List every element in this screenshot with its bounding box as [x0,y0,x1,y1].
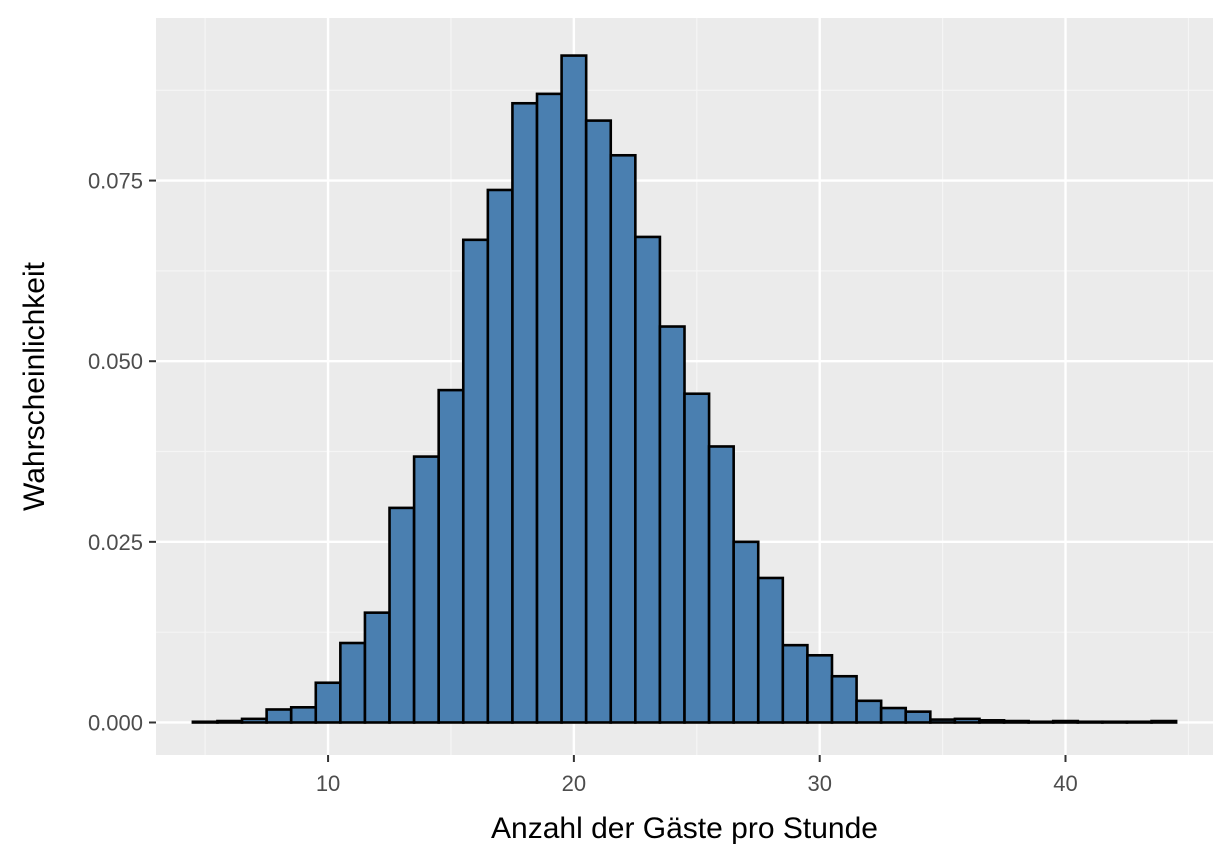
histogram-bar-25 [683,392,711,724]
histogram-bar-43 [1125,720,1153,724]
histogram-bar-12 [363,611,391,724]
y-tick-label-0.025: 0.025 [88,530,143,555]
x-tick-label-10: 10 [316,771,340,796]
x-tick-label-20: 20 [562,771,586,796]
histogram-bar-15 [437,388,465,724]
histogram-bar-29 [781,643,809,724]
histogram-bar-20 [560,54,588,724]
y-tick-label-0.000: 0.000 [88,710,143,735]
histogram-bar-6 [216,719,244,724]
histogram-bar-42 [1101,720,1129,724]
x-axis: 10 20 30 40 [316,755,1078,796]
histogram-bars [191,54,1178,724]
histogram-bar-40 [1051,719,1080,724]
x-axis-title: Anzahl der Gäste pro Stunde [491,812,878,845]
x-tick-label-30: 30 [807,771,831,796]
histogram-bar-13 [388,506,416,724]
histogram-bar-22 [609,153,637,724]
histogram-bar-19 [535,92,563,724]
histogram-bar-32 [855,699,883,724]
y-axis: 0.000 0.025 0.050 0.075 [88,169,156,735]
histogram-bar-38 [1002,719,1030,724]
histogram-bar-17 [486,188,514,724]
histogram-bar-31 [830,674,858,724]
histogram-bar-5 [191,720,219,724]
histogram-bar-14 [412,455,440,724]
histogram-bar-30 [806,653,834,724]
histogram-bar-21 [584,119,613,724]
histogram-bar-35 [929,718,957,724]
histogram-bar-26 [707,445,735,724]
y-tick-label-0.075: 0.075 [88,169,143,194]
histogram-bar-27 [732,540,760,724]
histogram-bar-28 [756,576,785,724]
histogram-bar-18 [511,101,539,724]
histogram-bar-23 [634,235,662,724]
histogram-bar-9 [289,706,318,724]
histogram-bar-24 [658,325,686,724]
histogram-bar-16 [461,238,490,724]
histogram-bar-36 [953,717,981,724]
histogram-bar-34 [904,710,932,724]
histogram-bar-11 [339,641,367,724]
histogram-bar-8 [265,708,293,724]
histogram-bar-7 [240,717,268,724]
histogram-bar-44 [1150,719,1178,724]
histogram-bar-10 [314,681,342,724]
histogram-bar-33 [879,706,908,724]
histogram-bar-39 [1027,720,1055,724]
histogram-bar-41 [1076,720,1104,724]
y-axis-title: Wahrscheinlichkeit [18,261,51,511]
x-tick-label-40: 40 [1053,771,1077,796]
y-tick-label-0.050: 0.050 [88,349,143,374]
histogram-bar-37 [978,719,1006,724]
